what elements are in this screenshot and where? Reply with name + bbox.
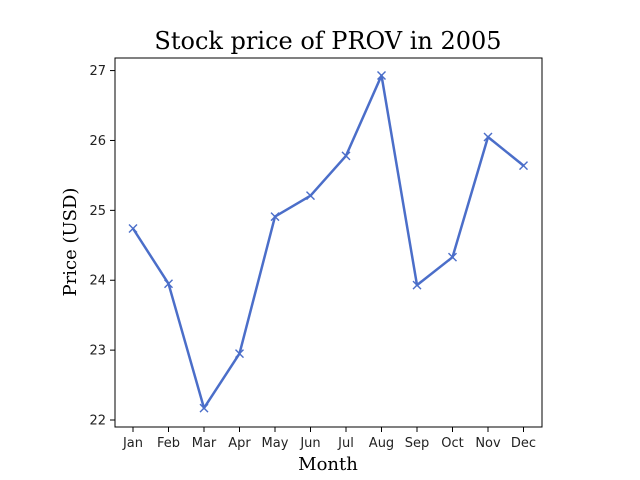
x-tick-label: Oct bbox=[441, 436, 463, 451]
data-point bbox=[412, 280, 422, 290]
y-tick-label: 24 bbox=[89, 274, 106, 289]
series-line bbox=[131, 74, 525, 410]
x-tick-label: Aug bbox=[369, 436, 394, 451]
x-tick-label: Jul bbox=[337, 436, 354, 451]
x-tick-label: Mar bbox=[192, 436, 217, 451]
data-point bbox=[306, 191, 315, 201]
y-tick-label: 25 bbox=[89, 204, 106, 219]
y-axis-label: Price (USD) bbox=[60, 188, 81, 297]
data-point bbox=[128, 224, 138, 234]
y-tick-label: 23 bbox=[89, 344, 106, 359]
y-axis: 22 23 24 25 26 27 bbox=[89, 64, 115, 429]
price-series bbox=[128, 70, 528, 413]
x-axis-label: Month bbox=[298, 454, 358, 475]
data-point bbox=[235, 349, 244, 359]
x-tick-label: Sep bbox=[405, 436, 430, 451]
x-tick-label: Dec bbox=[511, 436, 536, 451]
data-point bbox=[448, 252, 457, 262]
x-tick-label: Apr bbox=[228, 436, 251, 451]
data-point bbox=[270, 212, 280, 222]
y-tick-label: 26 bbox=[89, 134, 106, 149]
x-tick-label: Jun bbox=[299, 436, 320, 451]
x-tick-label: Nov bbox=[475, 436, 501, 451]
y-tick-label: 22 bbox=[89, 414, 106, 429]
data-point bbox=[483, 132, 493, 142]
data-point bbox=[519, 161, 528, 171]
x-tick-label: Feb bbox=[157, 436, 180, 451]
x-tick-label: May bbox=[262, 436, 289, 451]
data-point bbox=[377, 70, 386, 80]
x-tick-label: Jan bbox=[122, 436, 143, 451]
plot-frame bbox=[114, 57, 543, 428]
y-tick-label: 27 bbox=[89, 64, 106, 79]
x-axis: Jan Feb Mar Apr May Jun Jul Aug Sep Oct Nov Dec bbox=[122, 427, 536, 451]
data-point bbox=[164, 279, 173, 289]
chart-title: Stock price of PROV in 2005 bbox=[154, 27, 501, 55]
data-point bbox=[199, 403, 209, 413]
data-point bbox=[341, 151, 351, 161]
